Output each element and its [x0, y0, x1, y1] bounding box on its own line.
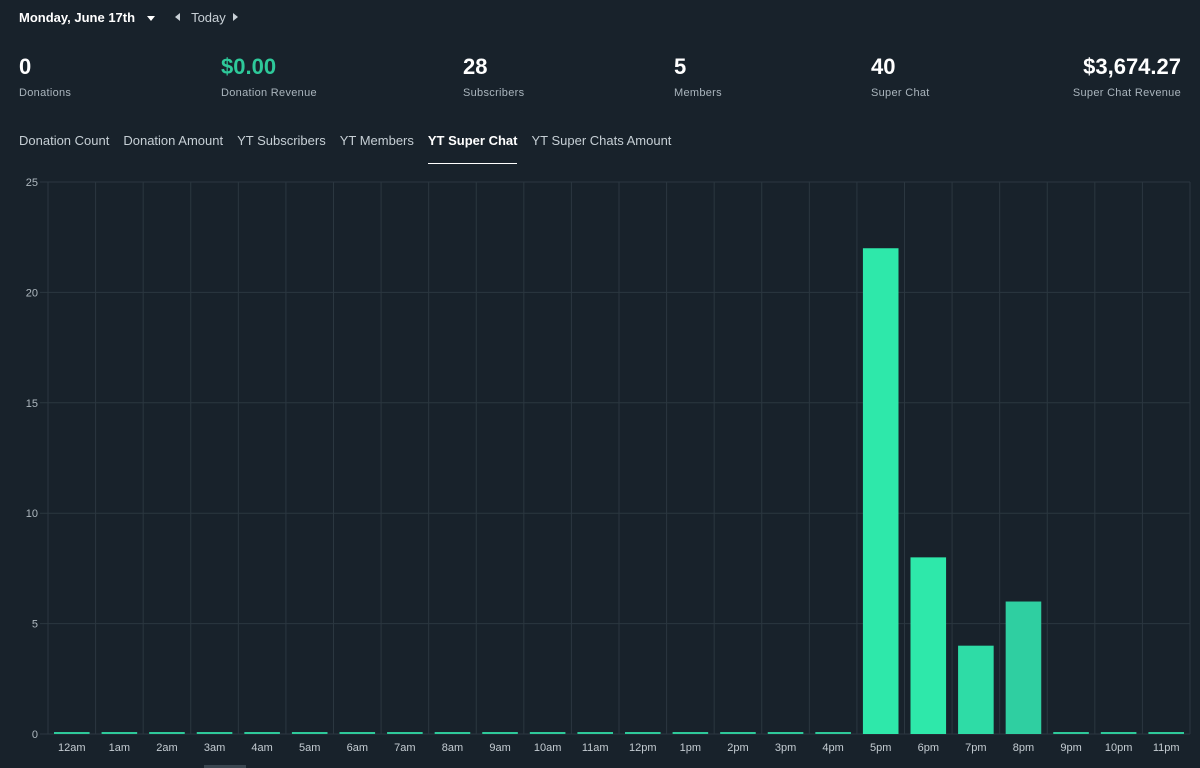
- stat-super-chat: 40 Super Chat: [871, 54, 930, 99]
- chart-area: 0 5 10 15 20 25 12am 1am 2am 3am 4am 5am 6am 7am 8am 9a…: [0, 170, 1200, 768]
- x-tick-label: 7am: [394, 742, 415, 754]
- tab-yt-super-chat[interactable]: YT Super Chat: [427, 133, 517, 164]
- today-button[interactable]: Today: [191, 9, 226, 25]
- stat-label: Donation Revenue: [221, 87, 317, 99]
- bar: [862, 248, 899, 734]
- x-tick-label: 7pm: [965, 742, 986, 754]
- stat-value: 40: [871, 54, 896, 79]
- x-tick-label: 1am: [109, 742, 130, 754]
- bar: [101, 732, 138, 734]
- date-label[interactable]: Monday, June 17th: [19, 9, 136, 25]
- x-tick-label: 8am: [442, 742, 463, 754]
- x-tick-label: 6pm: [918, 742, 939, 754]
- x-tick-label: 4am: [251, 742, 272, 754]
- stat-value: $0.00: [221, 54, 277, 79]
- chart-tabs: Donation Count Donation Amount YT Subscr…: [19, 133, 685, 164]
- stat-value: $3,674.27: [1083, 54, 1181, 79]
- tab-yt-members[interactable]: YT Members: [339, 133, 414, 148]
- bar: [1053, 732, 1089, 734]
- tab-yt-subscribers[interactable]: YT Subscribers: [237, 133, 326, 148]
- y-tick-label: 20: [26, 287, 38, 299]
- x-tick-label: 5pm: [870, 742, 891, 754]
- bar-chart: 0 5 10 15 20 25 12am 1am 2am 3am 4am 5am 6am 7am 8am 9a…: [26, 177, 1191, 754]
- tab-donation-count[interactable]: Donation Count: [19, 133, 110, 148]
- stat-donations: 0 Donations: [19, 54, 71, 99]
- stat-value: 28: [463, 54, 488, 79]
- stat-super-chat-revenue: $3,674.27 Super Chat Revenue: [1073, 54, 1181, 99]
- bar: [339, 732, 376, 734]
- bar: [720, 732, 756, 734]
- y-tick-label: 15: [26, 398, 38, 410]
- bar: [291, 732, 328, 734]
- chevron-left-icon[interactable]: [175, 13, 181, 21]
- bar: [434, 732, 471, 734]
- stat-subscribers: 28 Subscribers: [463, 54, 524, 99]
- stat-label: Donations: [19, 87, 72, 99]
- x-tick-label: 11pm: [1153, 742, 1180, 754]
- y-tick-label: 10: [26, 508, 38, 520]
- x-tick-label: 9am: [489, 742, 510, 754]
- bar: [672, 732, 709, 734]
- x-tick-label: 3am: [204, 742, 225, 754]
- x-tick-label: 4pm: [822, 742, 843, 754]
- bar: [244, 732, 280, 734]
- x-tick-label: 3pm: [775, 742, 796, 754]
- bar: [387, 732, 423, 734]
- stat-donation-revenue: $0.00 Donation Revenue: [221, 54, 317, 99]
- stat-members: 5 Members: [674, 54, 722, 99]
- tab-donation-amount[interactable]: Donation Amount: [123, 133, 224, 148]
- bar: [149, 732, 185, 734]
- chevron-down-icon[interactable]: [147, 15, 156, 21]
- stat-label: Members: [674, 87, 722, 99]
- chevron-right-icon[interactable]: [232, 13, 238, 21]
- bar: [910, 557, 947, 734]
- y-tick-label: 5: [32, 619, 38, 631]
- date-navigator: Monday, June 17th Today: [19, 8, 238, 26]
- bar: [815, 732, 851, 734]
- bar: [1148, 732, 1184, 734]
- bar: [482, 732, 518, 734]
- bar: [958, 645, 994, 734]
- x-tick-label: 8pm: [1013, 742, 1034, 754]
- x-tick-label: 12pm: [629, 742, 657, 754]
- x-tick-label: 5am: [299, 742, 320, 754]
- tab-yt-super-chats-amount[interactable]: YT Super Chats Amount: [531, 133, 672, 148]
- scrollbar-thumb[interactable]: [204, 765, 246, 768]
- x-tick-label: 10am: [534, 742, 562, 754]
- x-tick-label: 12am: [58, 742, 86, 754]
- bar: [625, 732, 661, 734]
- bar: [1005, 601, 1042, 734]
- x-tick-label: 6am: [347, 742, 368, 754]
- stat-label: Subscribers: [463, 87, 525, 99]
- x-tick-label: 9pm: [1060, 742, 1081, 754]
- x-tick-label: 2am: [156, 742, 177, 754]
- stat-label: Super Chat: [871, 87, 930, 99]
- bar: [577, 732, 613, 734]
- y-tick-label: 0: [32, 729, 38, 741]
- y-tick-label: 25: [26, 177, 38, 189]
- stat-label: Super Chat Revenue: [1072, 87, 1181, 99]
- bar: [196, 732, 233, 734]
- stat-value: 0: [19, 54, 32, 79]
- x-tick-label: 1pm: [680, 742, 701, 754]
- stat-value: 5: [674, 54, 687, 79]
- x-tick-label: 11am: [582, 742, 609, 754]
- x-tick-label: 2pm: [727, 742, 748, 754]
- bar: [529, 732, 566, 734]
- bar: [1100, 732, 1137, 734]
- x-tick-label: 10pm: [1105, 742, 1133, 754]
- bar: [767, 732, 804, 734]
- bar: [54, 732, 90, 734]
